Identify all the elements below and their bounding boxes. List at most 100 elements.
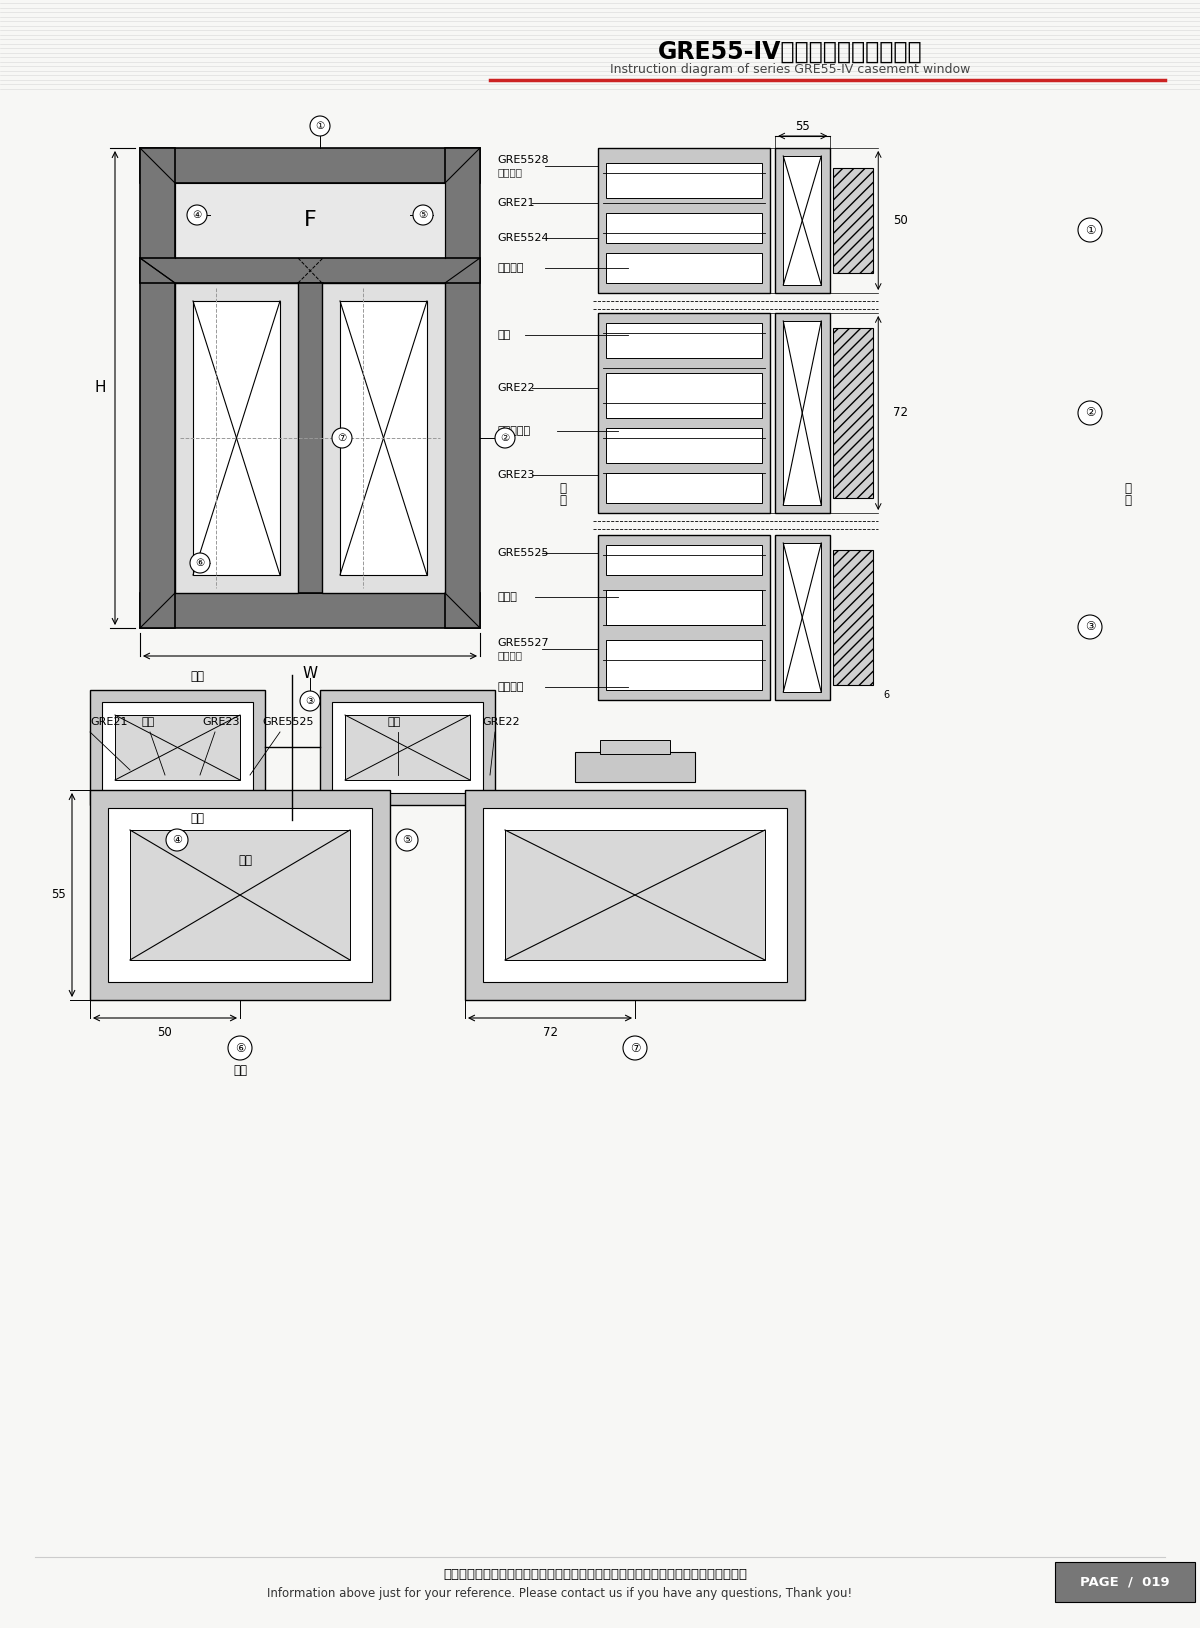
Bar: [445, 148, 480, 628]
Text: ⑦: ⑦: [630, 1042, 641, 1055]
Circle shape: [496, 428, 515, 448]
Bar: [140, 593, 480, 628]
Bar: [775, 313, 830, 513]
Text: ④: ④: [192, 210, 202, 220]
Bar: [115, 715, 240, 780]
Text: 6: 6: [883, 690, 889, 700]
Bar: [320, 690, 496, 804]
Bar: [298, 283, 323, 593]
Text: 室外: 室外: [233, 1063, 247, 1076]
Text: 室: 室: [559, 482, 566, 495]
Bar: [322, 283, 445, 593]
Text: （角码）: （角码）: [497, 650, 522, 659]
Bar: [606, 589, 762, 625]
Bar: [606, 373, 762, 418]
Bar: [505, 830, 766, 961]
Bar: [482, 807, 787, 982]
Bar: [606, 213, 762, 243]
Circle shape: [300, 690, 320, 711]
Text: 执手: 执手: [388, 716, 401, 728]
Text: Instruction diagram of series GRE55-IV casement window: Instruction diagram of series GRE55-IV c…: [610, 63, 970, 77]
Bar: [784, 544, 821, 692]
Text: 室内: 室内: [238, 853, 252, 866]
Circle shape: [396, 829, 418, 851]
Text: GRE23: GRE23: [202, 716, 240, 728]
Text: 50: 50: [893, 213, 908, 226]
Bar: [784, 156, 821, 285]
Text: GRE22: GRE22: [497, 383, 535, 392]
Bar: [606, 322, 762, 358]
Bar: [140, 257, 480, 283]
Text: 72: 72: [542, 1026, 558, 1039]
Text: GRE5527: GRE5527: [497, 638, 548, 648]
Text: ⑤: ⑤: [402, 835, 412, 845]
Circle shape: [1078, 615, 1102, 640]
Bar: [340, 301, 427, 575]
Text: GRE22: GRE22: [482, 716, 520, 728]
Circle shape: [1078, 400, 1102, 425]
Text: ⑤: ⑤: [419, 210, 427, 220]
Bar: [775, 148, 830, 293]
Text: ⑦: ⑦: [337, 433, 347, 443]
Bar: [1055, 1561, 1195, 1602]
Text: 室: 室: [1124, 482, 1132, 495]
Text: ③: ③: [305, 697, 314, 707]
Bar: [606, 163, 762, 199]
Bar: [90, 690, 265, 804]
Circle shape: [332, 428, 352, 448]
Bar: [606, 545, 762, 575]
Text: F: F: [304, 210, 317, 230]
Text: GRE5528: GRE5528: [497, 155, 548, 164]
Text: GRE55-IV系列内开内倒窗结构图: GRE55-IV系列内开内倒窗结构图: [658, 41, 923, 63]
Circle shape: [413, 205, 433, 225]
Bar: [130, 830, 350, 961]
Text: 55: 55: [796, 119, 810, 132]
Text: 外: 外: [1124, 495, 1132, 508]
Text: ②: ②: [500, 433, 510, 443]
Text: ①: ①: [316, 120, 325, 130]
Bar: [833, 168, 874, 274]
Text: PAGE  /  019: PAGE / 019: [1080, 1576, 1170, 1589]
Text: ⑥: ⑥: [235, 1042, 245, 1055]
Bar: [193, 301, 280, 575]
Text: W: W: [302, 666, 318, 682]
Bar: [175, 182, 445, 257]
Text: 合页: 合页: [142, 716, 155, 728]
Text: 隔热条: 隔热条: [497, 593, 517, 602]
Bar: [175, 283, 298, 593]
Bar: [606, 428, 762, 462]
Text: 垫块: 垫块: [497, 330, 510, 340]
Text: GRE5525: GRE5525: [262, 716, 313, 728]
Text: ⑥: ⑥: [196, 558, 205, 568]
Bar: [108, 807, 372, 982]
Text: ④: ④: [172, 835, 182, 845]
Text: Information above just for your reference. Please contact us if you have any que: Information above just for your referenc…: [268, 1587, 852, 1599]
Bar: [598, 313, 770, 513]
Text: 中空玻璃: 中空玻璃: [497, 264, 523, 274]
Circle shape: [623, 1035, 647, 1060]
Text: 55: 55: [50, 889, 65, 902]
Circle shape: [190, 554, 210, 573]
Bar: [332, 702, 482, 793]
Text: 72: 72: [893, 407, 908, 420]
Text: GRE5524: GRE5524: [497, 233, 548, 243]
Text: H: H: [95, 381, 106, 396]
Bar: [598, 148, 770, 293]
Circle shape: [310, 116, 330, 137]
Text: 图中所示型材截面、装配、编号、尺寸及重量仅供参考。如有疑问，请向本公司查询。: 图中所示型材截面、装配、编号、尺寸及重量仅供参考。如有疑问，请向本公司查询。: [443, 1568, 746, 1581]
Text: 排水孔罩: 排水孔罩: [497, 682, 523, 692]
Text: GRE5525: GRE5525: [497, 549, 548, 558]
Text: 50: 50: [157, 1026, 173, 1039]
Bar: [775, 536, 830, 700]
Bar: [784, 321, 821, 505]
Bar: [102, 702, 253, 793]
Bar: [140, 148, 175, 628]
Text: 室内: 室内: [190, 669, 204, 682]
Bar: [606, 474, 762, 503]
Text: GRE21: GRE21: [497, 199, 534, 208]
Bar: [833, 550, 874, 685]
Circle shape: [166, 829, 188, 851]
Circle shape: [1078, 218, 1102, 243]
Text: （角码）: （角码）: [497, 168, 522, 177]
Text: ②: ②: [1085, 407, 1096, 420]
